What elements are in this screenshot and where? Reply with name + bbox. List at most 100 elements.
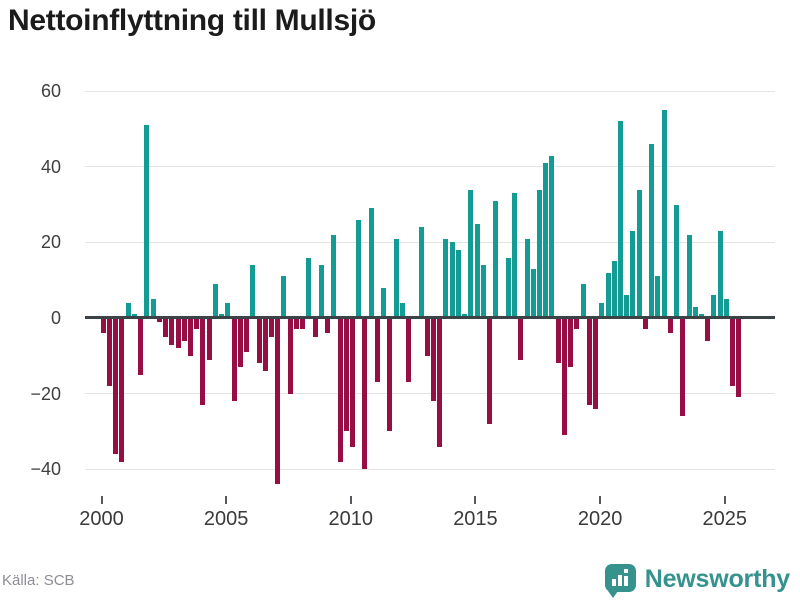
bar-2015-q1	[474, 223, 480, 318]
bar-2017-q3	[536, 189, 542, 318]
bar-2009-q3	[337, 318, 343, 462]
bar-2001-q1	[125, 302, 131, 318]
bar-2004-q2	[206, 318, 212, 360]
gridline	[85, 468, 775, 470]
bar-2005-q4	[244, 318, 249, 352]
bar-2002-q4	[169, 318, 175, 345]
gridline	[85, 393, 775, 395]
bar-2009-q2	[331, 234, 337, 318]
bar-2008-q2	[306, 257, 312, 318]
bar-2004-q1	[200, 318, 206, 405]
gridline	[85, 166, 775, 168]
bar-2008-q1	[300, 318, 306, 330]
bar-2021-q4	[642, 318, 648, 330]
bar-2017-q1	[524, 238, 530, 318]
bar-2023-q4	[692, 306, 698, 318]
bar-2012-q2	[406, 318, 412, 383]
bar-2006-q4	[269, 318, 274, 337]
bar-2008-q4	[318, 265, 324, 318]
bar-2006-q1	[250, 265, 256, 318]
bar-2006-q2	[256, 318, 262, 364]
bar-2019-q3	[586, 318, 592, 405]
bar-2009-q4	[343, 318, 349, 432]
x-axis-tick	[349, 496, 352, 504]
bar-2010-q4	[368, 208, 374, 318]
bar-chart-speech-bubble-icon	[604, 563, 636, 598]
bar-2024-q3	[711, 295, 717, 318]
bar-2005-q2	[231, 318, 237, 402]
bar-2021-q2	[630, 231, 636, 318]
bar-2003-q4	[194, 318, 200, 330]
bar-2022-q3	[661, 110, 667, 318]
bar-2011-q2	[381, 287, 387, 318]
bar-2009-q1	[325, 318, 330, 334]
bar-2013-q1	[424, 318, 430, 356]
bar-2003-q3	[187, 318, 193, 356]
bar-2025-q2	[730, 318, 736, 386]
x-axis-tick-label: 2005	[203, 508, 249, 530]
bar-2014-q4	[468, 189, 474, 318]
bar-2007-q4	[293, 318, 299, 330]
chart-title: Nettoinflyttning till Mullsjö	[8, 4, 376, 37]
bar-2017-q2	[530, 268, 536, 318]
bar-2020-q4	[617, 121, 623, 318]
bar-2011-q3	[387, 318, 393, 432]
bar-2023-q3	[686, 234, 692, 318]
bar-2014-q2	[455, 250, 461, 318]
bar-2019-q4	[593, 318, 598, 409]
bar-2007-q2	[281, 276, 287, 318]
x-axis-tick-label: 2020	[577, 508, 623, 530]
bar-2002-q1	[150, 299, 156, 318]
x-axis-tick-label: 2010	[328, 508, 374, 530]
x-axis-tick-label: 2025	[702, 508, 748, 530]
newsworthy-logo: Newsworthy	[604, 559, 790, 599]
bar-2023-q2	[680, 318, 686, 417]
bar-2018-q3	[561, 318, 567, 436]
bar-2022-q4	[667, 318, 673, 334]
bar-2016-q2	[505, 257, 511, 318]
bar-2025-q3	[736, 318, 742, 398]
bar-2000-q2	[106, 318, 112, 386]
bar-2005-q3	[237, 318, 243, 368]
x-axis-tick	[225, 496, 228, 504]
y-axis-label: 20	[40, 232, 61, 253]
bar-2022-q1	[649, 144, 655, 318]
source-label: Källa: SCB	[2, 572, 75, 589]
bar-2024-q4	[717, 231, 723, 318]
bar-2016-q3	[512, 193, 517, 318]
bar-2003-q1	[175, 318, 181, 349]
x-axis-tick-label: 2000	[79, 508, 124, 530]
bar-2017-q4	[543, 163, 549, 318]
bar-2019-q2	[580, 284, 586, 318]
bar-2020-q1	[599, 302, 605, 318]
bar-2007-q3	[287, 318, 293, 394]
gridline	[85, 90, 775, 92]
bar-2014-q1	[449, 242, 455, 318]
bar-2024-q2	[705, 318, 711, 341]
bar-2019-q1	[574, 318, 580, 330]
bar-2001-q3	[138, 318, 144, 375]
bar-2016-q4	[518, 318, 524, 360]
bar-2003-q2	[181, 318, 187, 341]
bar-2025-q1	[723, 299, 729, 318]
bar-2008-q3	[312, 318, 318, 337]
bar-2000-q1	[100, 318, 106, 334]
bar-2000-q3	[113, 318, 119, 455]
bar-2010-q2	[356, 219, 362, 318]
bar-2015-q4	[493, 200, 499, 318]
bar-2020-q3	[611, 261, 617, 318]
bar-2004-q3	[212, 284, 218, 318]
bar-2002-q2	[156, 318, 162, 322]
bar-2005-q1	[225, 302, 231, 318]
bar-2015-q3	[487, 318, 493, 424]
x-axis-tick	[100, 496, 103, 504]
x-axis-tick-label: 2015	[453, 508, 498, 530]
bar-2018-q4	[568, 318, 574, 368]
bar-2013-q2	[431, 318, 436, 402]
bar-2018-q2	[555, 318, 561, 364]
bar-2001-q4	[144, 125, 150, 318]
bar-2022-q2	[655, 276, 661, 318]
y-axis-label: 60	[40, 81, 61, 102]
x-axis-tick	[723, 496, 726, 504]
